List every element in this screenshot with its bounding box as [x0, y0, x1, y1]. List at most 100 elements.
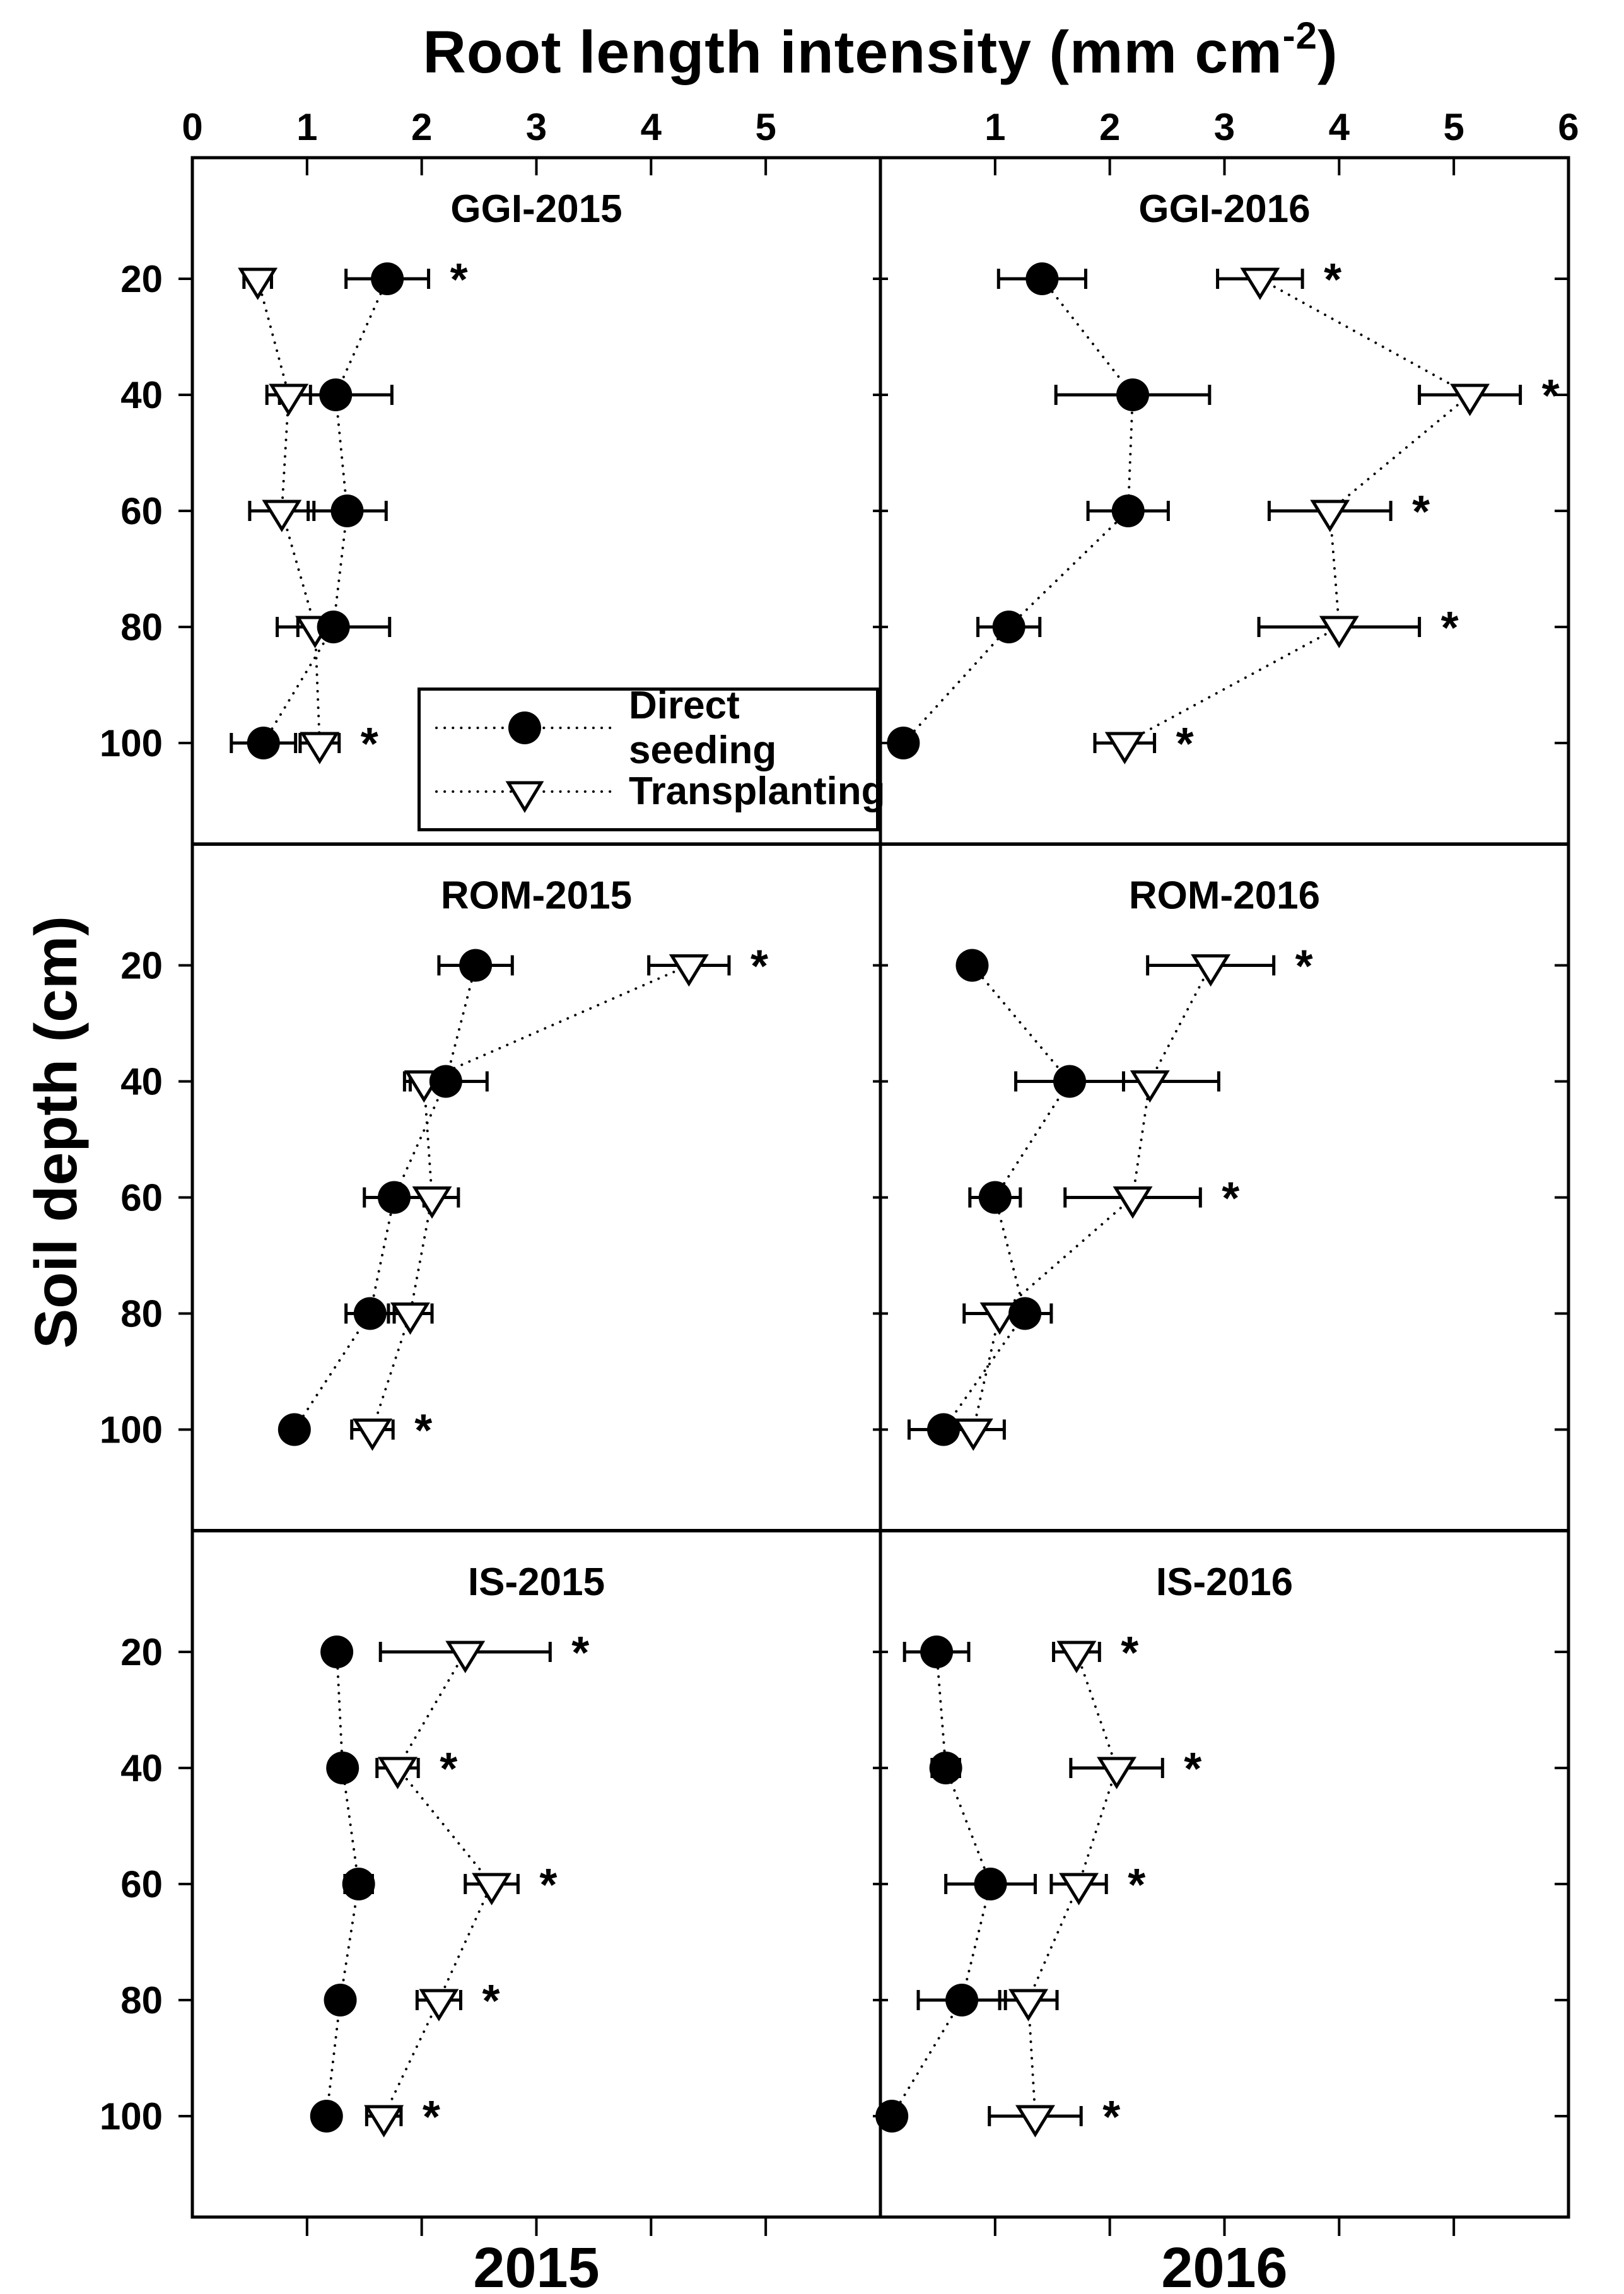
- transplanting-marker: [1015, 2105, 1055, 2138]
- panel-frame: [190, 1529, 882, 2219]
- y-axis-tick-label: 80: [120, 1979, 163, 2022]
- x-axis-tick-label: 2: [411, 106, 432, 148]
- significance-asterisk: *: [1184, 1744, 1201, 1794]
- transplanting-marker: [364, 2105, 404, 2138]
- transplanting-marker: [1056, 1641, 1097, 1673]
- direct-seeding-marker: [319, 378, 353, 411]
- transplanting-marker: [262, 500, 302, 532]
- x-axis-tick-label: 5: [1443, 106, 1464, 148]
- transplanting-marker: [412, 1186, 452, 1219]
- significance-asterisk: *: [482, 1976, 499, 2027]
- transplanting-marker: [269, 383, 309, 416]
- y-axis-tick-label: 100: [100, 722, 163, 764]
- y-axis-tick-label: 40: [120, 1061, 163, 1103]
- x-axis-tick-label: 2: [1099, 106, 1120, 148]
- direct-seeding-marker: [927, 1413, 961, 1446]
- panel-title: ROM-2015: [441, 874, 632, 918]
- direct-seeding-marker: [330, 494, 364, 527]
- y-axis-tick-label: 60: [120, 490, 163, 532]
- significance-asterisk: *: [440, 1744, 457, 1794]
- open-triangle-icon: [435, 781, 614, 813]
- legend-label-direct-seeding: Direct seeding: [629, 683, 777, 772]
- column-label-2016: 2016: [1161, 2237, 1288, 2294]
- transplanting-marker: [390, 1302, 430, 1335]
- transplanting-marker: [238, 267, 278, 300]
- panel-rom-2015: ROM-2015 20 40 60 80 100 * *: [100, 843, 888, 1532]
- transplanting-marker: [1097, 1757, 1137, 1789]
- significance-asterisk: *: [1121, 1628, 1138, 1678]
- legend-item-transplanting: Transplanting: [421, 761, 885, 821]
- x-axis-title-close: ): [1317, 19, 1338, 86]
- direct-seeding-marker: [1116, 378, 1150, 411]
- significance-asterisk: *: [751, 942, 768, 992]
- significance-asterisk: *: [361, 719, 378, 770]
- transplanting-marker: [445, 1641, 486, 1673]
- y-axis-tick-label: 100: [100, 1409, 163, 1451]
- direct-seeding-marker: [320, 1636, 354, 1668]
- transplanting-marker: [472, 1873, 512, 1905]
- panel-title: ROM-2016: [1129, 874, 1320, 918]
- transplanting-marker: [953, 1419, 993, 1451]
- direct-seeding-marker: [945, 1984, 979, 2016]
- filled-circle-icon: [435, 711, 614, 744]
- x-axis-tick-label: 1: [296, 106, 317, 148]
- transplanting-marker: [1104, 732, 1145, 764]
- significance-asterisk: *: [1412, 487, 1430, 537]
- significance-asterisk: *: [450, 255, 468, 305]
- significance-asterisk: *: [1295, 942, 1313, 992]
- transplanting-marker: [1113, 1186, 1153, 1219]
- panel-title: IS-2015: [468, 1560, 605, 1604]
- y-axis-tick-label: 100: [100, 2095, 163, 2138]
- x-axis-tick-label: 1: [984, 106, 1005, 148]
- direct-seeding-marker: [974, 1868, 1007, 1900]
- direct-seeding-marker: [277, 1413, 311, 1446]
- significance-asterisk: *: [1222, 1174, 1239, 1224]
- direct-seeding-marker: [459, 949, 493, 982]
- column-label-2015: 2015: [473, 2237, 600, 2294]
- y-axis-tick-label: 20: [120, 945, 163, 987]
- legend-item-direct-seeding: Direct seeding: [421, 684, 876, 772]
- direct-seeding-marker: [1053, 1065, 1087, 1098]
- y-axis-title: Soil depth (cm): [23, 915, 90, 1349]
- transplanting-marker: [669, 954, 709, 987]
- direct-seeding-marker: [955, 949, 989, 982]
- direct-seeding-marker: [1025, 262, 1059, 295]
- x-axis-tick-label: 3: [1214, 106, 1235, 148]
- significance-asterisk: *: [539, 1860, 557, 1911]
- panel-ggi-2015: GGI-2015 0 1 2 3 4 5 20 40 60 80 100 * *: [100, 106, 888, 846]
- transplanting-line: [1027, 1651, 1118, 2117]
- y-axis-tick-label: 60: [120, 1177, 163, 1219]
- direct-seeding-marker: [353, 1297, 387, 1330]
- transplanting-marker: [353, 1419, 392, 1451]
- panel-title: GGI-2016: [1138, 187, 1310, 231]
- panel-rom-2016: ROM-2016 * *: [879, 843, 1570, 1532]
- significance-asterisk: *: [414, 1406, 432, 1456]
- significance-asterisk: *: [1102, 2092, 1120, 2143]
- significance-asterisk: *: [1542, 371, 1560, 421]
- transplanting-marker: [979, 1302, 1020, 1335]
- direct-seeding-marker: [978, 1181, 1012, 1214]
- direct-seeding-marker: [920, 1636, 954, 1668]
- transplanting-marker: [1319, 616, 1359, 648]
- y-axis-tick-label: 60: [120, 1863, 163, 1905]
- transplanting-line: [256, 278, 321, 744]
- panel-title: IS-2016: [1156, 1560, 1293, 1604]
- direct-seeding-marker: [378, 1181, 411, 1214]
- transplanting-marker: [1008, 1989, 1049, 2022]
- panel-frame: [879, 156, 1570, 846]
- transplanting-marker: [1240, 267, 1280, 300]
- direct-seeding-marker: [1111, 494, 1145, 527]
- transplanting-marker: [1191, 954, 1231, 987]
- significance-asterisk: *: [423, 2092, 440, 2143]
- transplanting-marker: [419, 1989, 459, 2022]
- legend-label-transplanting: Transplanting: [629, 770, 885, 813]
- x-axis-tick-label: 3: [526, 106, 547, 148]
- direct-seeding-marker: [247, 727, 280, 759]
- y-axis-tick-label: 20: [120, 258, 163, 300]
- panel-ggi-2016: GGI-2016 1 2 3 4 5 6 * * * * *: [879, 106, 1579, 846]
- direct-seeding-marker: [929, 1752, 962, 1784]
- direct-seeding-marker: [875, 2100, 909, 2133]
- direct-seeding-marker: [326, 1752, 359, 1784]
- panel-is-2016: IS-2016 * * * *: [875, 1529, 1570, 2236]
